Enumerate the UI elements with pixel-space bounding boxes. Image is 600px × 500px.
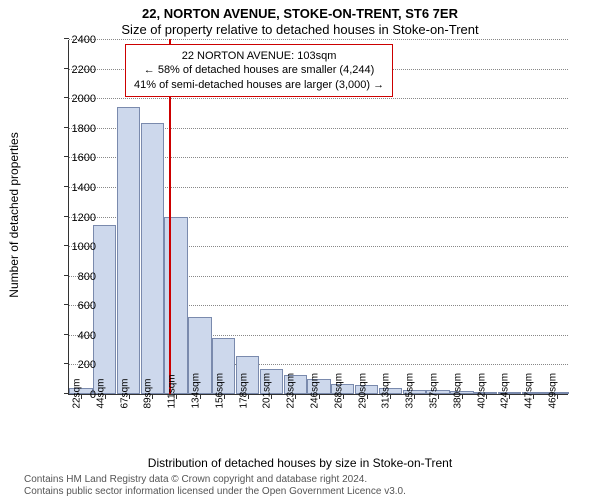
info-annotation-box: 22 NORTON AVENUE: 103sqm ← 58% of detach… — [125, 44, 393, 97]
y-axis-label: Number of detached properties — [7, 132, 21, 297]
y-tick-label: 1200 — [64, 212, 96, 224]
credits: Contains HM Land Registry data © Crown c… — [24, 474, 406, 498]
y-tick-label: 2200 — [64, 64, 96, 76]
histogram-bar — [93, 225, 116, 394]
histogram-bar — [117, 107, 140, 394]
credits-line-1: Contains HM Land Registry data © Crown c… — [24, 474, 406, 486]
y-tick-label: 600 — [64, 300, 96, 312]
histogram-bar — [141, 123, 164, 394]
credits-line-2: Contains public sector information licen… — [24, 486, 406, 498]
y-tick-label: 800 — [64, 271, 96, 283]
y-tick-label: 2400 — [64, 34, 96, 46]
info-line-1: 22 NORTON AVENUE: 103sqm — [134, 49, 384, 63]
y-tick-label: 200 — [64, 359, 96, 371]
y-tick-label: 1600 — [64, 152, 96, 164]
y-tick-label: 1800 — [64, 123, 96, 135]
y-tick-label: 2000 — [64, 93, 96, 105]
chart-title: 22, NORTON AVENUE, STOKE-ON-TRENT, ST6 7… — [0, 6, 600, 21]
gridline — [69, 39, 568, 40]
y-tick-label: 1400 — [64, 182, 96, 194]
y-tick-label: 400 — [64, 330, 96, 342]
y-tick-label: 1000 — [64, 241, 96, 253]
x-axis-caption: Distribution of detached houses by size … — [0, 456, 600, 470]
info-line-3: 41% of semi-detached houses are larger (… — [134, 78, 384, 92]
info-line-2: ← 58% of detached houses are smaller (4,… — [134, 63, 384, 77]
plot-area: 22 NORTON AVENUE: 103sqm ← 58% of detach… — [68, 40, 568, 395]
gridline — [69, 98, 568, 99]
chart-container: 22, NORTON AVENUE, STOKE-ON-TRENT, ST6 7… — [0, 0, 600, 500]
